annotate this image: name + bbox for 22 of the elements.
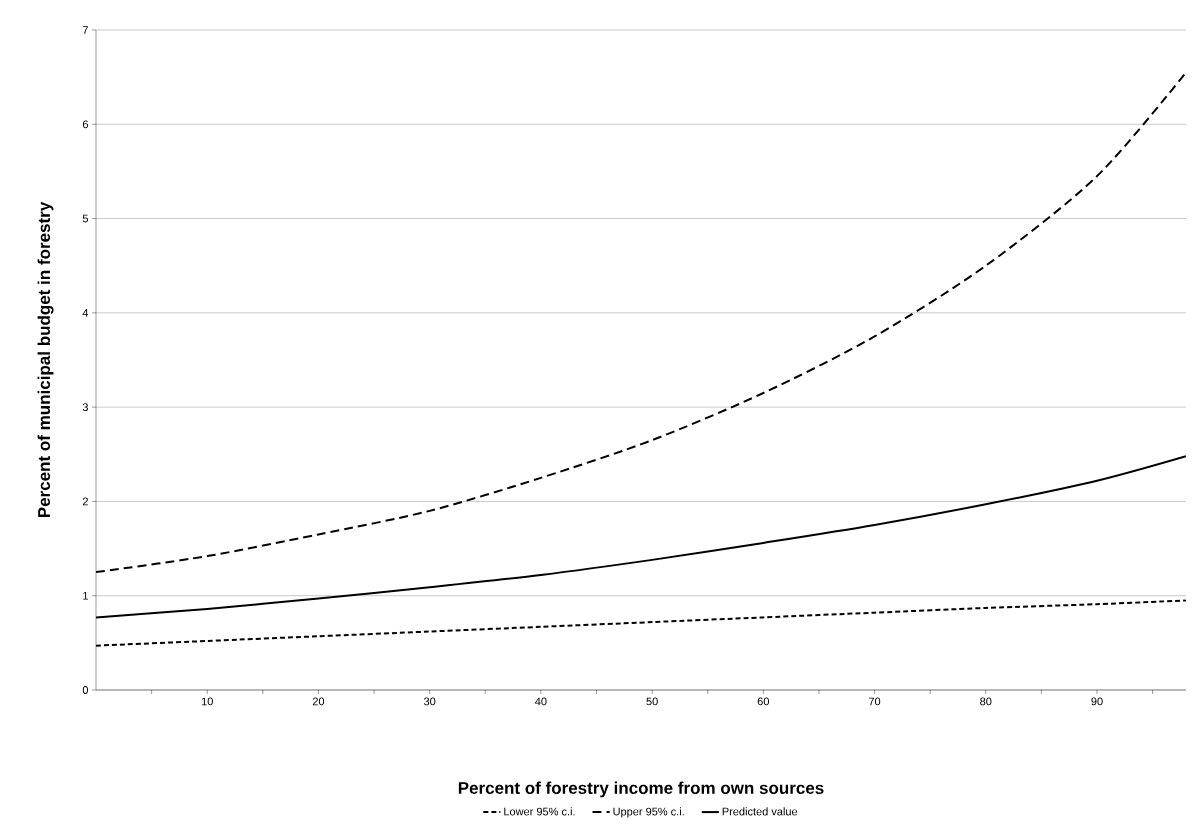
y-tick-label: 1 [83,591,88,600]
legend-label: Lower 95% c.i. [504,807,575,816]
x-tick-label: 30 [423,697,436,706]
x-tick-label: 10 [201,697,213,706]
x-tick-label: 40 [535,697,547,706]
x-tick-label: 60 [757,697,770,706]
x-axis-title: Percent of forestry income from own sources [458,781,824,798]
legend-label: Upper 95% c.i. [613,807,684,818]
x-tick-label: 90 [1091,697,1103,706]
y-tick-label: 5 [82,214,88,223]
y-axis-title: Percent of municipal budget in forestry [37,201,54,518]
x-tick-label: 70 [869,697,881,706]
y-tick-label: 2 [82,497,88,506]
x-tick-label: 50 [646,697,658,706]
x-tick-label: 80 [980,697,992,706]
y-tick-label: 3 [82,403,88,412]
y-tick-label: 6 [82,120,88,129]
y-tick-label: 0 [82,686,89,694]
legend-label: Predicted value [722,807,798,816]
y-tick-label: 7 [82,26,88,34]
x-tick-label: 20 [312,697,325,706]
y-tick-label: 4 [82,309,89,317]
